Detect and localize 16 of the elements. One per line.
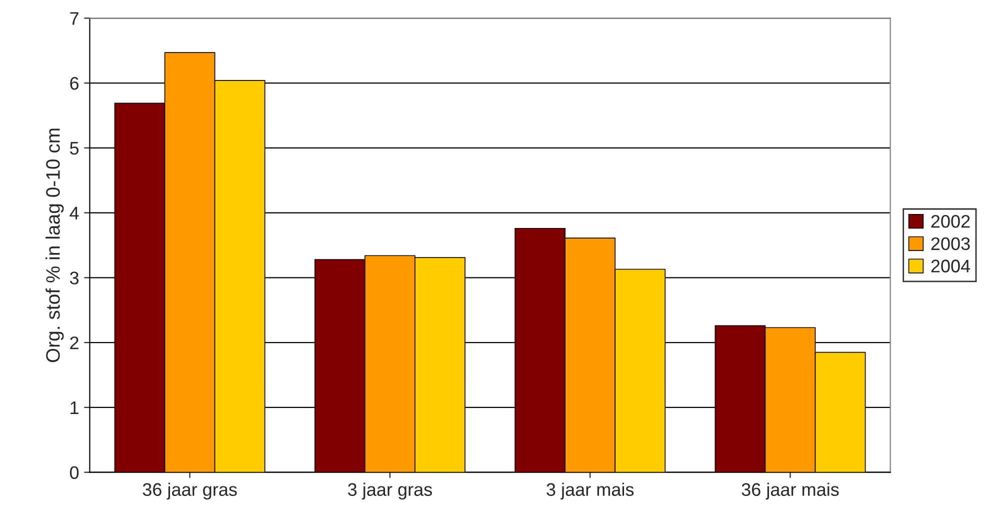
y-axis-title: Org. stof % in laag 0-10 cm [46,128,64,362]
y-tick-label: 5 [70,142,79,155]
y-tick-label: 1 [70,402,78,414]
y-tick-label: 3 [70,272,79,284]
y-tick-label: 2 [70,336,78,350]
x-tick-label: 3 jaar mais [546,482,634,500]
y-tick-label: 0 [70,466,79,480]
x-tick-label: 3 jaar gras [348,482,432,500]
legend-label: 2003 [931,237,970,250]
legend-label: 2002 [931,214,970,228]
x-tick-label: 36 jaar gras [142,482,237,500]
x-tick-label: 36 jaar mais [742,482,839,500]
y-tick-label: 4 [70,206,79,220]
y-tick-label: 6 [70,76,79,90]
y-tick-label: 7 [70,12,78,25]
legend-label: 2004 [931,260,970,272]
